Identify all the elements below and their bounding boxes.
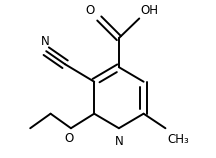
Text: N: N [40,35,49,48]
Text: OH: OH [141,4,159,17]
Text: N: N [114,136,123,149]
Text: CH₃: CH₃ [167,133,189,146]
Text: O: O [86,4,95,17]
Text: O: O [65,132,74,145]
